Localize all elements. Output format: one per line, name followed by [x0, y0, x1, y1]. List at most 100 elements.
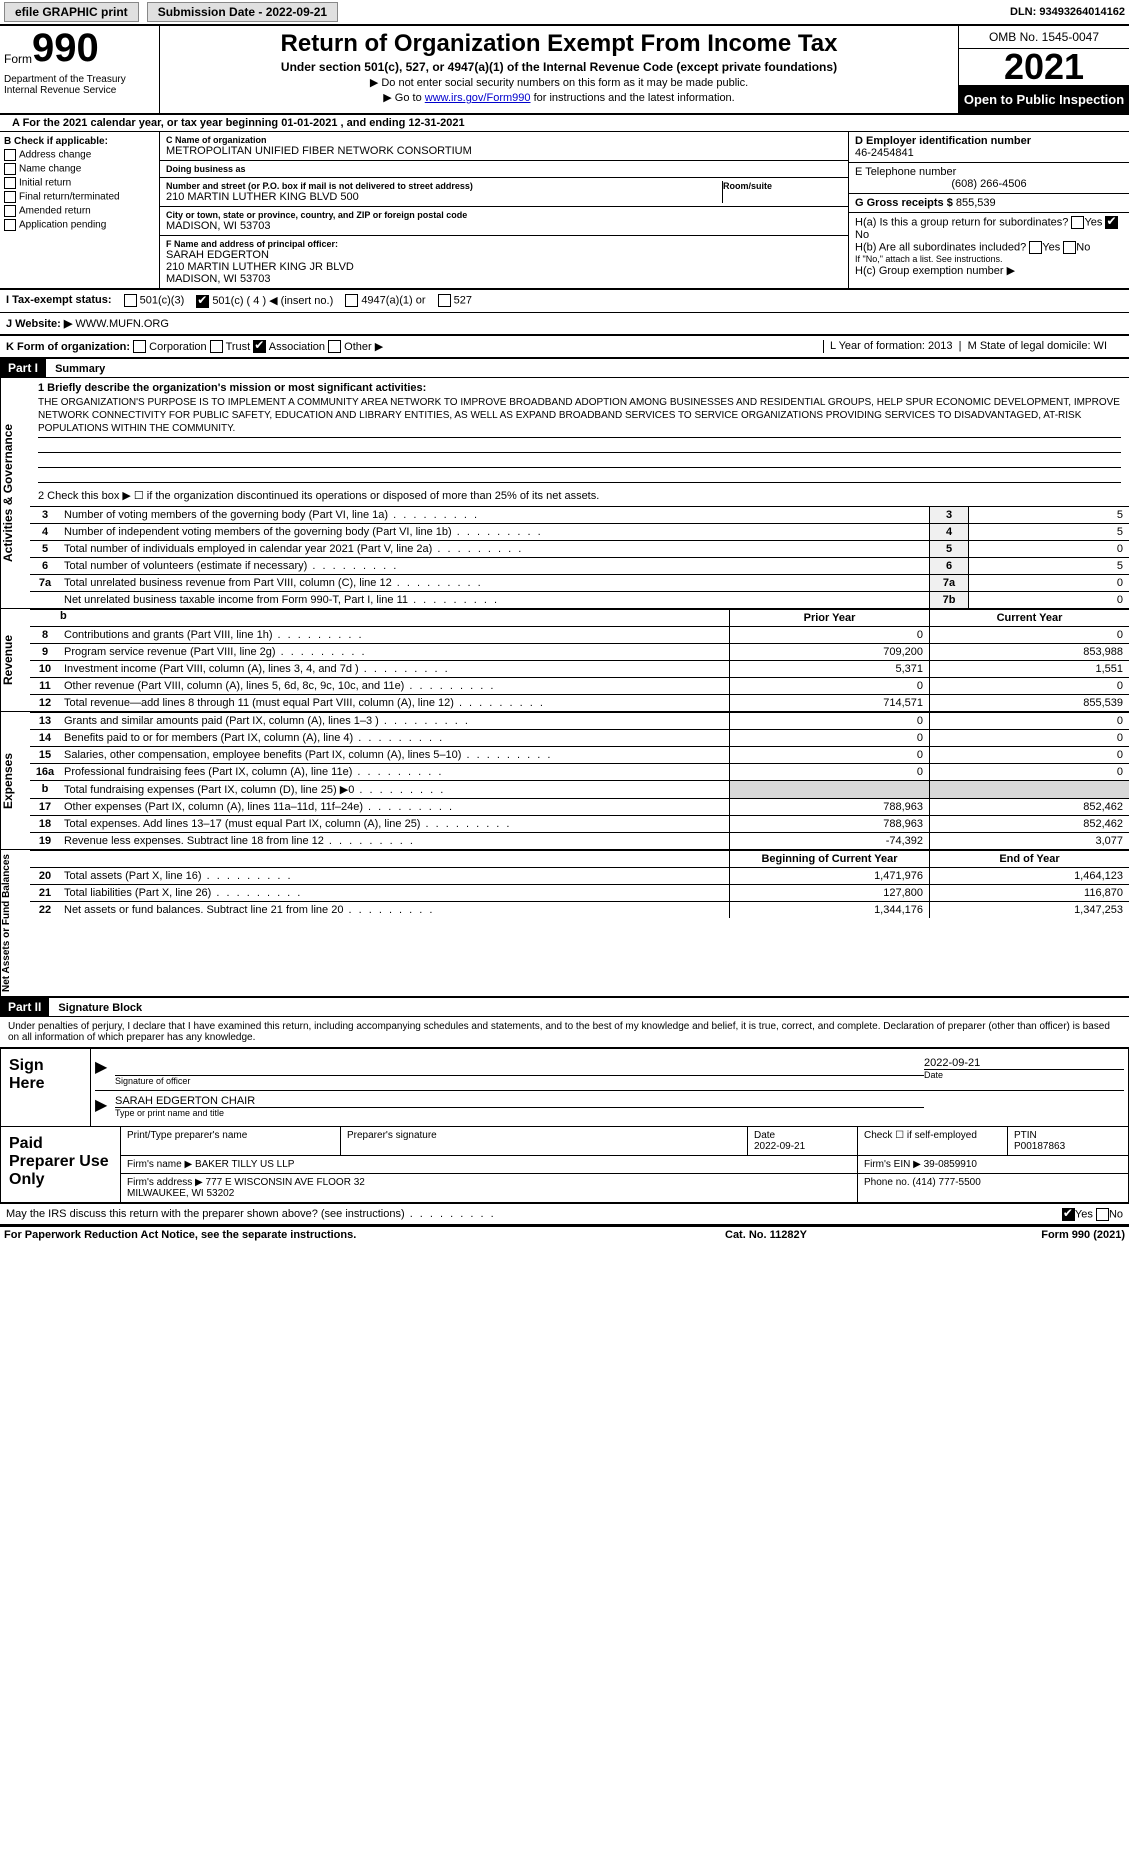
efile-print-button[interactable]: efile GRAPHIC print	[4, 2, 139, 22]
hc-label: H(c) Group exemption number ▶	[855, 264, 1123, 277]
phone-label: Phone no.	[864, 1177, 910, 1188]
side-expenses: Expenses	[0, 712, 30, 849]
table-row: Net unrelated business taxable income fr…	[30, 591, 1129, 608]
form-subtitle: Under section 501(c), 527, or 4947(a)(1)…	[164, 60, 954, 74]
note-prefix: ▶ Go to	[383, 92, 424, 104]
table-row: 3Number of voting members of the governi…	[30, 506, 1129, 523]
opt-trust[interactable]: Trust	[226, 341, 251, 353]
ptin-value: P00187863	[1014, 1141, 1065, 1152]
sig-name-label: Type or print name and title	[115, 1107, 924, 1118]
table-row: 19Revenue less expenses. Subtract line 1…	[30, 832, 1129, 849]
row-i-tax-status: I Tax-exempt status: 501(c)(3) 501(c) ( …	[0, 290, 1129, 313]
table-row: bTotal fundraising expenses (Part IX, co…	[30, 780, 1129, 798]
chk-amended[interactable]: Amended return	[19, 206, 91, 217]
firm-addr-label: Firm's address ▶	[127, 1177, 203, 1188]
open-to-public: Open to Public Inspection	[959, 86, 1129, 113]
opt-527[interactable]: 527	[454, 294, 472, 306]
table-row: 16aProfessional fundraising fees (Part I…	[30, 763, 1129, 780]
form-header: Form 990 Department of the Treasury Inte…	[0, 26, 1129, 115]
prep-date-label: Date	[754, 1130, 775, 1141]
officer-value: SARAH EDGERTON 210 MARTIN LUTHER KING JR…	[166, 249, 842, 285]
sig-name: SARAH EDGERTON CHAIR	[115, 1095, 924, 1107]
dln: DLN: 93493264014162	[1010, 6, 1125, 18]
opt-assoc[interactable]: Association	[269, 341, 325, 353]
col-right-ids: D Employer identification number 46-2454…	[849, 132, 1129, 288]
part2-title: Signature Block	[52, 1000, 148, 1016]
i-label: I Tax-exempt status:	[6, 294, 112, 308]
ein-value: 46-2454841	[855, 147, 1123, 159]
discuss-no[interactable]: No	[1109, 1209, 1123, 1221]
form-ref: Form 990 (2021)	[925, 1229, 1125, 1241]
org-name: METROPOLITAN UNIFIED FIBER NETWORK CONSO…	[166, 145, 842, 157]
activities-governance-section: Activities & Governance 1 Briefly descri…	[0, 378, 1129, 609]
top-bar: efile GRAPHIC print Submission Date - 20…	[0, 0, 1129, 26]
expenses-section: Expenses 13Grants and similar amounts pa…	[0, 712, 1129, 850]
side-activities: Activities & Governance	[0, 378, 30, 608]
k-label: K Form of organization:	[6, 341, 130, 353]
sig-date: 2022-09-21	[924, 1057, 1124, 1069]
table-row: 18Total expenses. Add lines 13–17 (must …	[30, 815, 1129, 832]
phone-value: (414) 777-5500	[912, 1177, 980, 1188]
ha-label: H(a) Is this a group return for subordin…	[855, 216, 1123, 241]
gross-label: G Gross receipts $	[855, 197, 953, 209]
firm-name: BAKER TILLY US LLP	[195, 1159, 295, 1170]
irs-link[interactable]: www.irs.gov/Form990	[425, 92, 531, 104]
table-row: 21Total liabilities (Part X, line 26)127…	[30, 884, 1129, 901]
firm-name-label: Firm's name ▶	[127, 1159, 192, 1170]
chk-final-return[interactable]: Final return/terminated	[19, 192, 120, 203]
chk-initial-return[interactable]: Initial return	[19, 178, 71, 189]
officer-label: F Name and address of principal officer:	[166, 239, 842, 249]
firm-ein-label: Firm's EIN ▶	[864, 1159, 921, 1170]
submission-date: Submission Date - 2022-09-21	[147, 2, 338, 22]
hdr-end-year: End of Year	[929, 851, 1129, 867]
opt-other[interactable]: Other ▶	[344, 341, 383, 353]
part1-header: Part I Summary	[0, 359, 1129, 378]
page-footer: For Paperwork Reduction Act Notice, see …	[0, 1225, 1129, 1243]
discuss-yes[interactable]: Yes	[1075, 1209, 1093, 1221]
table-row: 14Benefits paid to or for members (Part …	[30, 729, 1129, 746]
table-row: 6Total number of volunteers (estimate if…	[30, 557, 1129, 574]
table-row: 12Total revenue—add lines 8 through 11 (…	[30, 694, 1129, 711]
revenue-section: Revenue b Prior Year Current Year 8Contr…	[0, 609, 1129, 712]
sign-here-block: Sign Here ▶ Signature of officer 2022-09…	[0, 1048, 1129, 1127]
row-a-tax-year: A For the 2021 calendar year, or tax yea…	[0, 115, 1129, 132]
net-assets-section: Net Assets or Fund Balances Beginning of…	[0, 850, 1129, 998]
table-row: 9Program service revenue (Part VIII, lin…	[30, 643, 1129, 660]
opt-501c3[interactable]: 501(c)(3)	[140, 294, 185, 306]
hb-label: H(b) Are all subordinates included? Yes …	[855, 241, 1123, 254]
table-row: 13Grants and similar amounts paid (Part …	[30, 712, 1129, 729]
ptin-label: PTIN	[1014, 1130, 1037, 1141]
table-row: 4Number of independent voting members of…	[30, 523, 1129, 540]
hdr-current-year: Current Year	[929, 610, 1129, 626]
prep-sig-label: Preparer's signature	[341, 1127, 748, 1155]
table-row: 7aTotal unrelated business revenue from …	[30, 574, 1129, 591]
table-row: 5Total number of individuals employed in…	[30, 540, 1129, 557]
table-row: 17Other expenses (Part IX, column (A), l…	[30, 798, 1129, 815]
discuss-text: May the IRS discuss this return with the…	[6, 1208, 496, 1220]
city-label: City or town, state or province, country…	[166, 210, 842, 220]
note-ssn: ▶ Do not enter social security numbers o…	[164, 76, 954, 89]
paid-preparer-label: Paid Preparer Use Only	[1, 1127, 121, 1202]
part2-header: Part II Signature Block	[0, 998, 1129, 1017]
prep-self-employed: Check ☐ if self-employed	[858, 1127, 1008, 1155]
opt-corp[interactable]: Corporation	[149, 341, 206, 353]
gross-value: 855,539	[956, 197, 996, 209]
col-b-checkboxes: B Check if applicable: Address change Na…	[0, 132, 160, 288]
chk-address-change[interactable]: Address change	[19, 150, 91, 161]
hdr-begin-year: Beginning of Current Year	[729, 851, 929, 867]
chk-application-pending[interactable]: Application pending	[19, 220, 106, 231]
tel-value: (608) 266-4506	[855, 178, 1123, 190]
side-revenue: Revenue	[0, 609, 30, 711]
row-klm: K Form of organization: Corporation Trus…	[0, 336, 1129, 360]
part1-title: Summary	[49, 361, 111, 377]
chk-name-change[interactable]: Name change	[19, 164, 81, 175]
line2-checkbox: 2 Check this box ▶ ☐ if the organization…	[38, 483, 1121, 502]
opt-501c[interactable]: 501(c) ( 4 ) ◀ (insert no.)	[212, 295, 333, 307]
col-b-title: B Check if applicable:	[4, 136, 155, 147]
opt-4947[interactable]: 4947(a)(1) or	[361, 294, 425, 306]
cat-no: Cat. No. 11282Y	[725, 1229, 925, 1241]
note-link: ▶ Go to www.irs.gov/Form990 for instruct…	[164, 91, 954, 104]
state-domicile: M State of legal domicile: WI	[968, 340, 1107, 352]
hb-note: If "No," attach a list. See instructions…	[855, 254, 1123, 264]
tel-label: E Telephone number	[855, 166, 1123, 178]
